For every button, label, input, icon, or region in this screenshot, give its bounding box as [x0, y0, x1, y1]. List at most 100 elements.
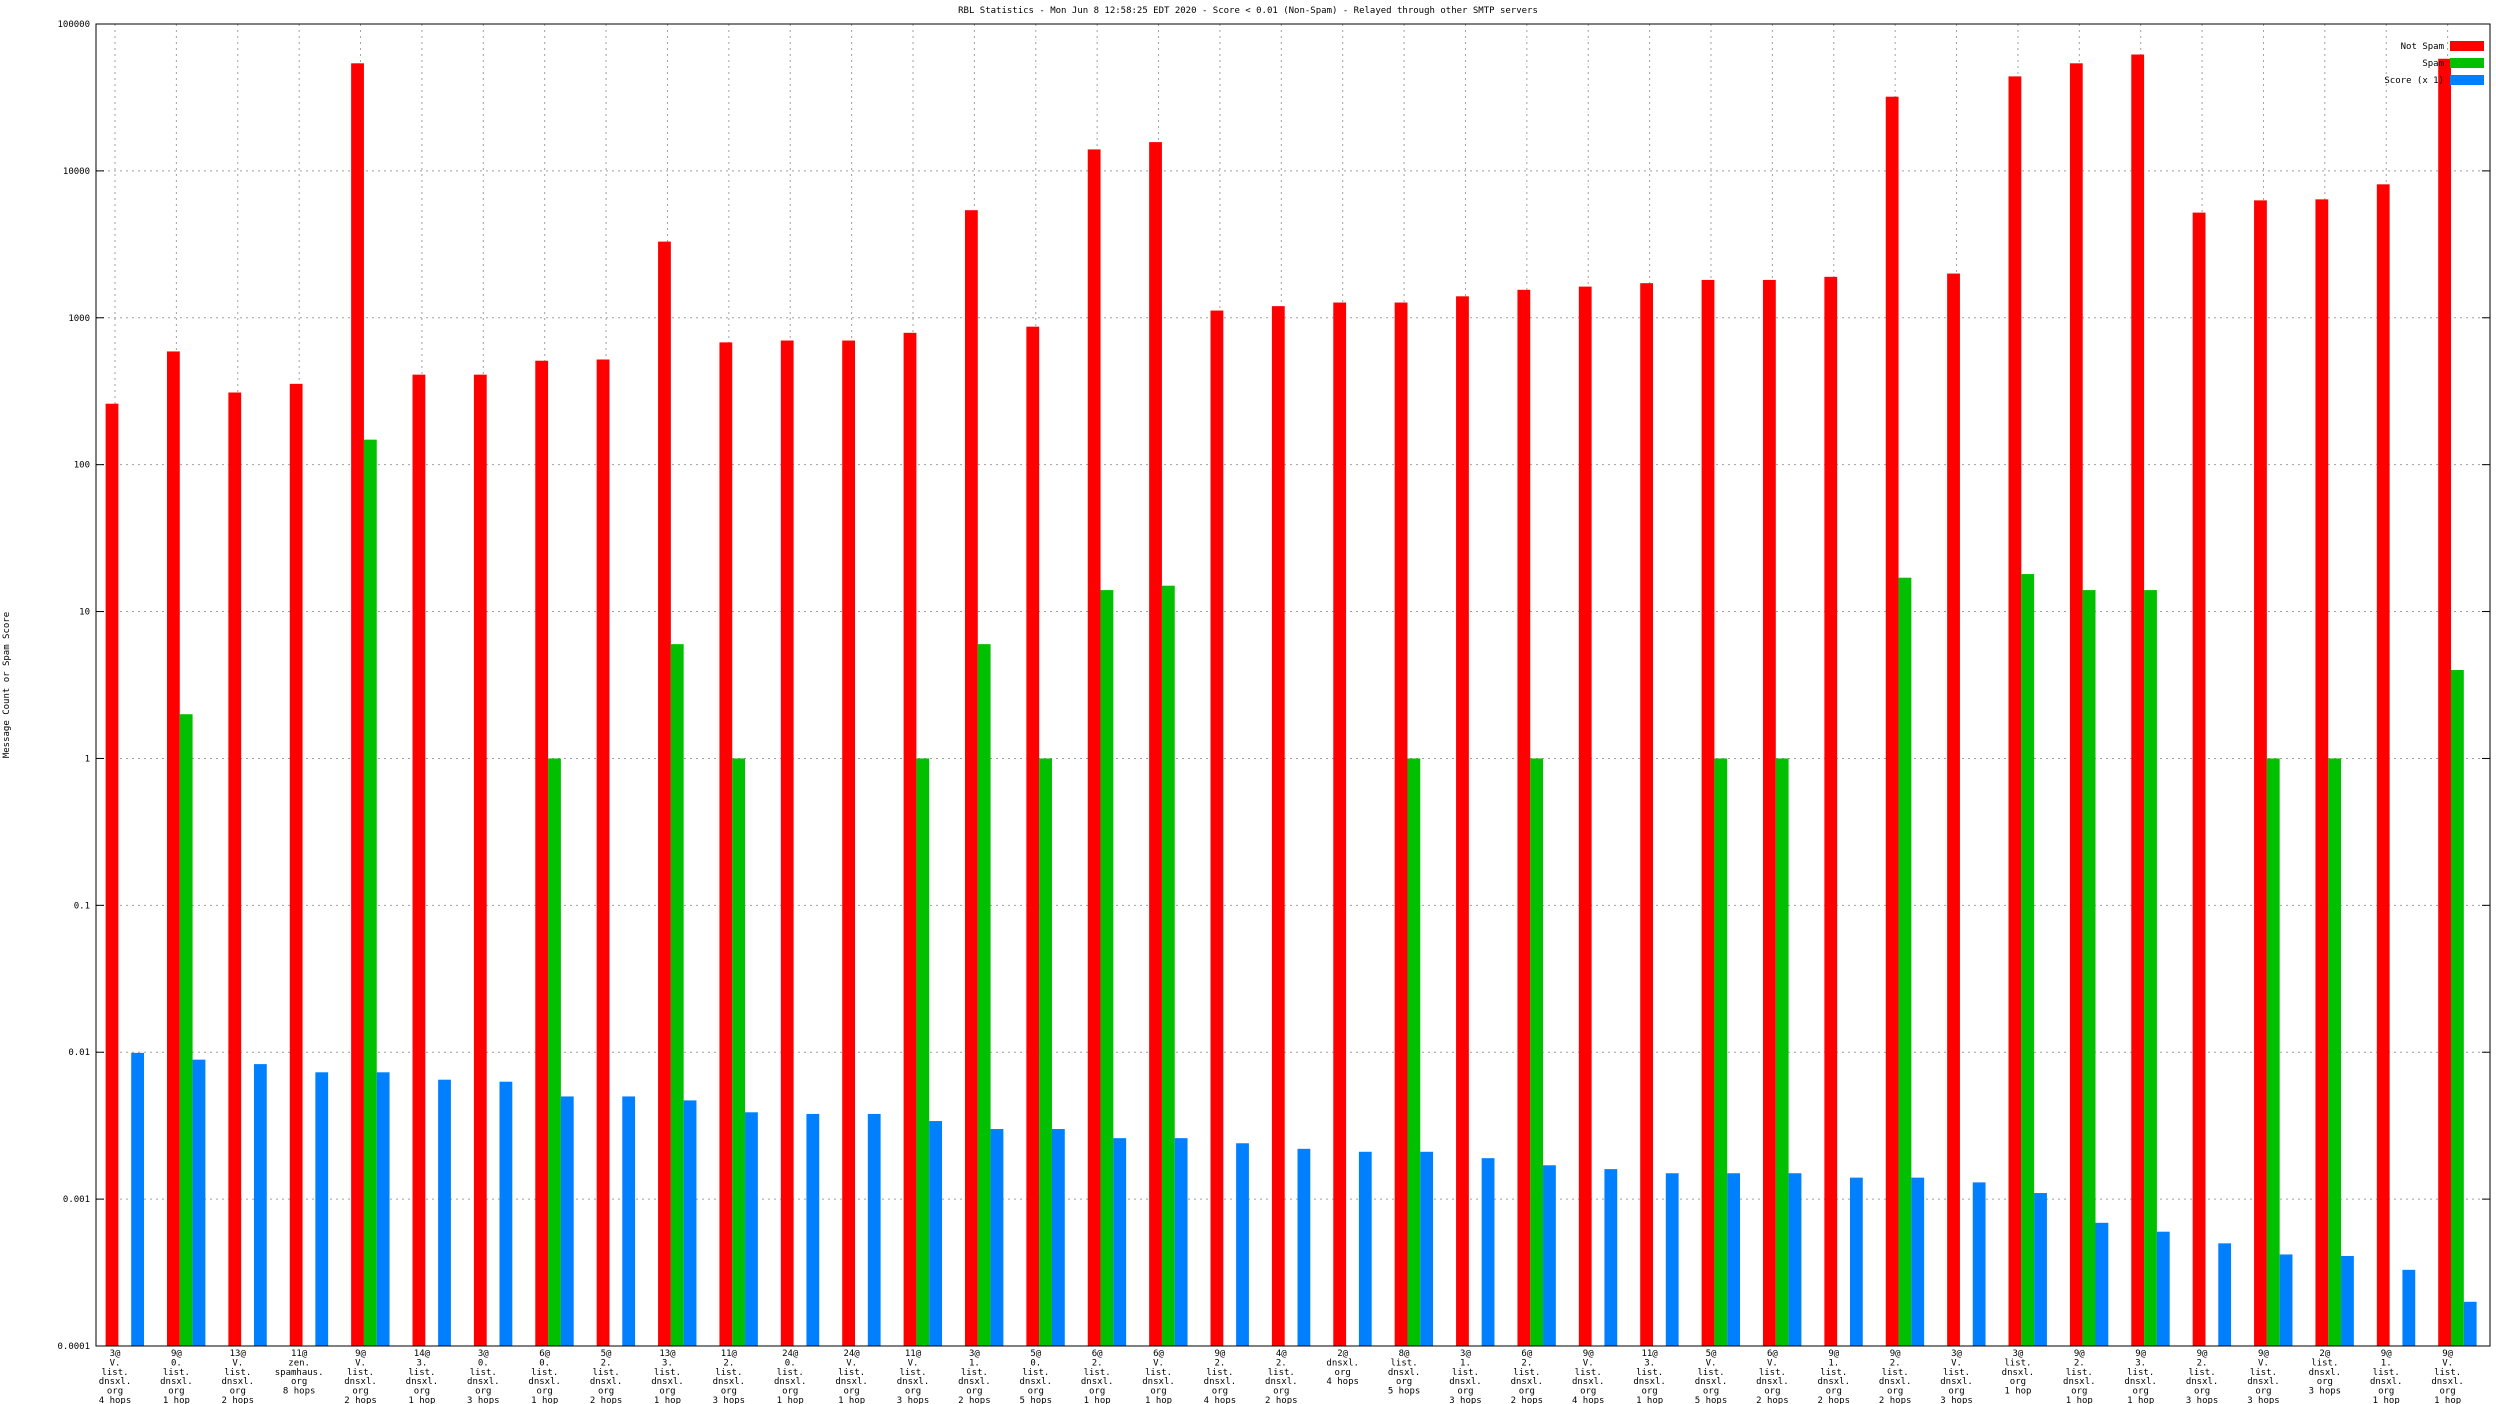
bar [1113, 1138, 1127, 1346]
bar [1714, 758, 1728, 1346]
bar [1640, 283, 1654, 1346]
legend-swatch [2450, 41, 2484, 51]
bar [1775, 758, 1789, 1346]
bar [2192, 212, 2206, 1346]
bar [1530, 758, 1544, 1346]
bar [131, 1052, 144, 1346]
bar [2131, 54, 2145, 1346]
y-tick-label: 0.1 [74, 901, 90, 911]
x-tick-label: 6@ 2. list. dnsxl. org 1 hop [1081, 1349, 1114, 1404]
bar [1210, 310, 1224, 1346]
bar [1604, 1169, 1618, 1346]
y-tick-label: 1000 [68, 314, 90, 324]
bar [1051, 1129, 1065, 1346]
x-tick-label: 11@ zen. spamhaus. org 8 hops [275, 1349, 324, 1397]
legend-label: Score (x 1) [2384, 76, 2444, 86]
x-tick-label: 9@ V. list. dnsxl. org 2 hops [344, 1349, 377, 1404]
bar [658, 241, 671, 1346]
bar [1972, 1182, 1986, 1346]
bar [780, 340, 794, 1347]
bar [1271, 306, 1285, 1346]
bar [289, 383, 303, 1346]
x-tick-label: 9@ 2. list. dnsxl. org 2 hops [1879, 1349, 1912, 1404]
bar [1100, 590, 1114, 1346]
bar [1911, 1177, 1925, 1346]
bar [1788, 1173, 1802, 1346]
bar [1701, 279, 1715, 1346]
y-tick-label: 0.001 [63, 1195, 90, 1205]
bar [2082, 590, 2096, 1346]
bar [2402, 1269, 2416, 1346]
plot-frame [95, 23, 2491, 1347]
bar [1026, 326, 1040, 1346]
legend-swatch [2450, 58, 2484, 68]
bar [842, 340, 856, 1347]
bar [719, 342, 733, 1346]
x-tick-label: 9@ V. list. dnsxl. org 1 hop [2431, 1349, 2464, 1404]
bar [1236, 1143, 1249, 1346]
bar [1407, 758, 1421, 1346]
bar [1947, 273, 1960, 1346]
bar [105, 403, 119, 1347]
bar [732, 758, 746, 1346]
bar [376, 1072, 390, 1346]
x-tick-label: 9@ 1. list. dnsxl. org 1 hop [2370, 1349, 2403, 1404]
x-tick-label: 14@ 3. list. dnsxl. org 1 hop [406, 1349, 439, 1404]
bar [560, 1096, 574, 1346]
y-tick-label: 100000 [57, 20, 90, 30]
bar [1394, 302, 1408, 1346]
bar [1885, 96, 1899, 1346]
bar [990, 1129, 1004, 1346]
bar [1543, 1165, 1556, 1346]
bar [2451, 670, 2464, 1346]
x-tick-label: 9@ V. list. dnsxl. org 4 hops [1572, 1349, 1605, 1404]
bar [2315, 199, 2329, 1347]
y-tick-label: 10 [79, 608, 90, 618]
bar [2095, 1222, 2109, 1346]
bar [2021, 574, 2035, 1346]
bar [363, 439, 377, 1346]
x-tick-label: 9@ V. list. dnsxl. org 3 hops [2247, 1349, 2280, 1404]
bar [2266, 758, 2280, 1346]
chart-title: RBL Statistics - Mon Jun 8 12:58:25 EDT … [958, 6, 1538, 16]
x-tick-label: 9@ 1. list. dnsxl. org 2 hops [1818, 1349, 1851, 1404]
bar [745, 1112, 758, 1346]
bar [1087, 149, 1101, 1346]
bar [2463, 1301, 2477, 1346]
x-tick-label: 5@ V. list. dnsxl. org 5 hops [1695, 1349, 1728, 1404]
x-tick-label: 6@ 2. list. dnsxl. org 2 hops [1511, 1349, 1544, 1404]
bar [1824, 276, 1838, 1346]
bar [535, 360, 549, 1346]
bar [2438, 58, 2452, 1347]
bar [2218, 1243, 2232, 1346]
x-tick-label: 11@ 2. list. dnsxl. org 3 hops [713, 1349, 746, 1404]
bar [192, 1059, 206, 1346]
bar [806, 1113, 820, 1346]
x-tick-label: 3@ 0. list. dnsxl. org 3 hops [467, 1349, 500, 1404]
bar [977, 644, 991, 1346]
bar [670, 644, 684, 1346]
bar [1174, 1138, 1188, 1346]
x-tick-label: 13@ 3. list. dnsxl. org 1 hop [651, 1349, 684, 1404]
bar [1039, 758, 1052, 1346]
x-tick-label: 3@ V. list. dnsxl. org 3 hops [1940, 1349, 1973, 1404]
bar [2376, 184, 2390, 1346]
bar [1297, 1148, 1311, 1346]
bar [412, 374, 426, 1346]
x-tick-label: 2@ list. dnsxl. org 3 hops [2309, 1349, 2342, 1397]
bar [1333, 302, 1347, 1346]
bar [1849, 1177, 1863, 1346]
x-tick-label: 24@ 0. list. dnsxl. org 1 hop [774, 1349, 807, 1404]
bar [253, 1064, 267, 1346]
x-tick-label: 5@ 2. list. dnsxl. org 2 hops [590, 1349, 623, 1404]
x-tick-label: 9@ 0. list. dnsxl. org 1 hop [160, 1349, 193, 1404]
bar [1517, 289, 1531, 1346]
bar [1665, 1173, 1679, 1346]
bar [228, 392, 242, 1346]
bar [2144, 590, 2157, 1346]
y-axis-label: Message Count or Spam Score [2, 612, 12, 758]
bar [2328, 758, 2342, 1346]
y-tick-label: 100 [74, 461, 90, 471]
bar [903, 332, 917, 1347]
